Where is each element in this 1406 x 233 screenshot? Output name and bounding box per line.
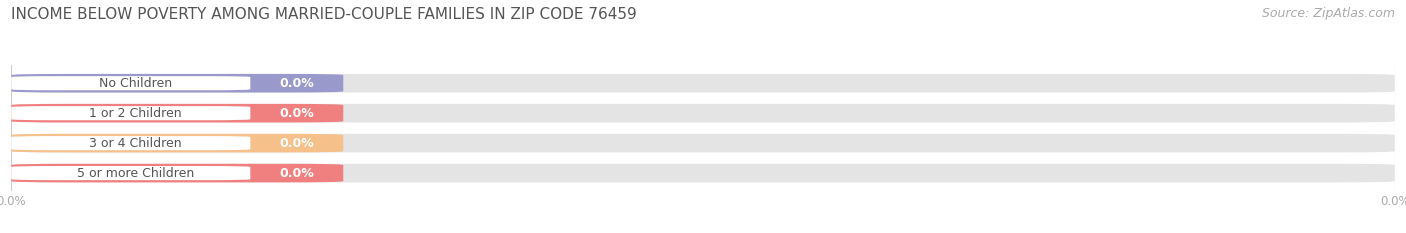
Text: Source: ZipAtlas.com: Source: ZipAtlas.com [1261,7,1395,20]
FancyBboxPatch shape [11,76,250,90]
Text: 5 or more Children: 5 or more Children [77,167,194,180]
FancyBboxPatch shape [11,134,343,152]
Text: 3 or 4 Children: 3 or 4 Children [89,137,181,150]
FancyBboxPatch shape [11,106,250,120]
FancyBboxPatch shape [11,164,343,182]
FancyBboxPatch shape [11,134,1395,152]
FancyBboxPatch shape [11,104,1395,123]
Text: 0.0%: 0.0% [280,107,314,120]
Text: INCOME BELOW POVERTY AMONG MARRIED-COUPLE FAMILIES IN ZIP CODE 76459: INCOME BELOW POVERTY AMONG MARRIED-COUPL… [11,7,637,22]
Text: 0.0%: 0.0% [280,167,314,180]
FancyBboxPatch shape [11,104,343,123]
FancyBboxPatch shape [11,136,250,150]
Text: 0.0%: 0.0% [280,137,314,150]
Text: No Children: No Children [98,77,172,90]
FancyBboxPatch shape [11,166,250,180]
FancyBboxPatch shape [11,74,343,93]
FancyBboxPatch shape [11,74,1395,93]
Text: 0.0%: 0.0% [280,77,314,90]
FancyBboxPatch shape [11,164,1395,182]
Text: 1 or 2 Children: 1 or 2 Children [89,107,181,120]
